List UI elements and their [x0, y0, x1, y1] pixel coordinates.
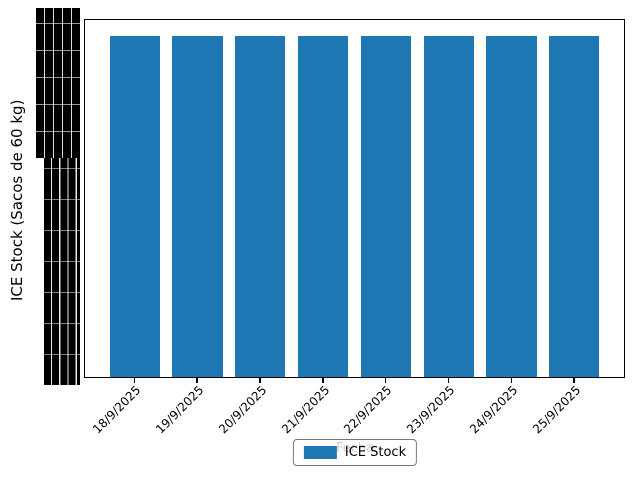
x-tick-mark [384, 378, 387, 383]
legend: ICE Stock [292, 439, 418, 466]
x-tick-mark [259, 378, 261, 383]
x-tick-label: 18/9/2025 [90, 383, 144, 437]
bar [486, 36, 537, 377]
bar [109, 36, 160, 377]
x-tick-mark [510, 378, 513, 383]
x-tick-label: 25/9/2025 [529, 383, 584, 437]
x-tick-label: 19/9/2025 [152, 383, 207, 437]
x-tick-label: 20/9/2025 [215, 383, 270, 437]
bar [360, 36, 412, 377]
x-tick-label: 21/9/2025 [278, 383, 332, 437]
x-tick-label: 22/9/2025 [341, 383, 395, 437]
bar [549, 36, 600, 377]
bar [235, 36, 286, 377]
y-axis-label: ICE Stock (Sacos de 60 kg) [8, 99, 26, 301]
x-tick-label: 24/9/2025 [467, 383, 521, 437]
y-tick-labels-illegible-upper [36, 8, 80, 158]
x-tick-mark [447, 378, 450, 383]
bar [423, 36, 474, 377]
bar [172, 36, 223, 377]
legend-swatch-icon [303, 446, 337, 459]
bar [297, 36, 349, 377]
y-tick-labels-illegible-lower [44, 158, 80, 385]
x-tick-mark [196, 378, 198, 383]
legend-label: ICE Stock [344, 445, 407, 460]
x-tick-mark [133, 378, 136, 383]
x-tick-mark [573, 378, 575, 383]
x-tick-mark [322, 378, 324, 383]
x-tick-label: 23/9/2025 [404, 383, 458, 437]
plot-area [84, 19, 625, 378]
